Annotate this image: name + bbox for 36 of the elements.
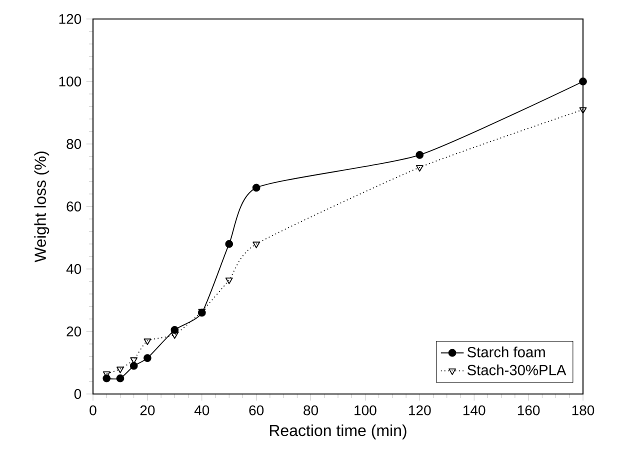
y-tick-label: 60 xyxy=(66,202,82,212)
legend-label: Stach-30%PLA xyxy=(467,364,566,376)
y-tick-label: 40 xyxy=(66,264,82,274)
point xyxy=(416,150,424,159)
point xyxy=(579,78,587,86)
point xyxy=(170,326,179,334)
y-axis-title: Weight loss (%) xyxy=(34,152,50,262)
point xyxy=(144,338,152,346)
point xyxy=(252,184,260,192)
x-tick-label: 0 xyxy=(90,405,96,416)
point xyxy=(144,354,152,362)
point xyxy=(130,362,138,370)
point xyxy=(116,366,124,374)
x-tick-label: 100 xyxy=(354,405,376,416)
x-tick-label: 60 xyxy=(249,405,264,416)
x-tick-label: 180 xyxy=(572,405,594,416)
y-tick-label: 0 xyxy=(74,389,82,399)
x-tick-label: 40 xyxy=(194,405,210,416)
point xyxy=(252,242,260,248)
legend-label: Starch foam xyxy=(467,346,545,358)
x-axis-title: Reaction time (min) xyxy=(270,424,406,440)
y-tick-label: 80 xyxy=(66,139,82,149)
y-tick-label: 120 xyxy=(59,14,82,24)
x-tick-label: 140 xyxy=(464,405,486,416)
y-tick-label: 100 xyxy=(59,76,82,86)
x-tick-label: 160 xyxy=(518,405,540,416)
point xyxy=(116,374,124,382)
point xyxy=(225,278,233,284)
x-tick-label: 120 xyxy=(409,405,431,416)
point xyxy=(579,107,587,114)
x-tick-label: 20 xyxy=(140,405,155,416)
x-tick-label: 80 xyxy=(304,405,318,416)
point xyxy=(225,240,234,248)
point xyxy=(416,165,424,172)
point xyxy=(170,332,178,339)
y-tick-label: 20 xyxy=(66,326,82,336)
